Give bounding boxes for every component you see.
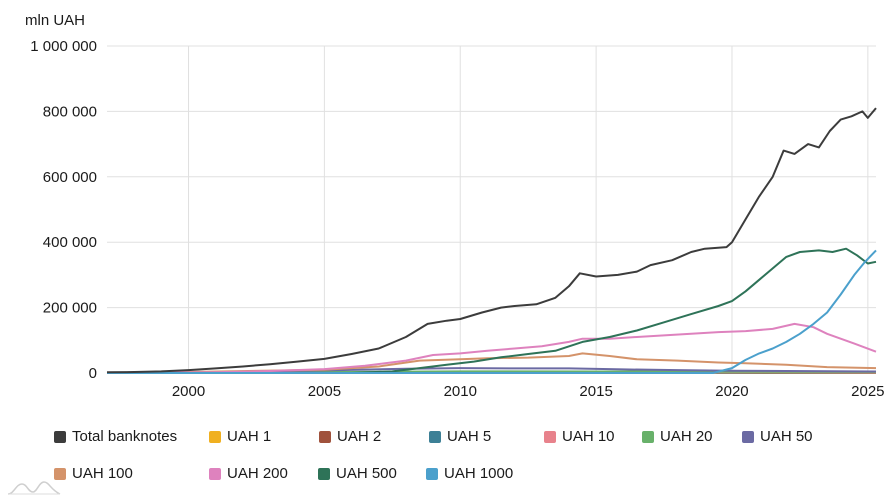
y-tick-label: 800 000 — [43, 103, 97, 120]
legend-swatch — [544, 430, 556, 443]
legend-swatch — [54, 430, 66, 443]
y-tick-label: 0 — [89, 365, 97, 382]
legend-swatch — [319, 430, 331, 443]
legend-label: UAH 10 — [562, 428, 615, 445]
legend-item[interactable]: UAH 5 — [429, 428, 544, 445]
grid-lines — [107, 45, 876, 374]
x-tick-label: 2005 — [308, 383, 341, 400]
y-tick-label: 200 000 — [43, 300, 97, 317]
series-lines — [106, 107, 877, 374]
x-tick-label: 2025 — [851, 383, 884, 400]
chart-legend: Total banknotes UAH 1 UAH 2 UAH 5 UAH 10 UAH … — [54, 418, 884, 492]
legend-swatch — [209, 430, 221, 443]
legend-label: UAH 500 — [336, 465, 397, 482]
legend-swatch — [429, 430, 441, 443]
y-axis-unit-label: mln UAH — [25, 12, 86, 29]
legend-item[interactable]: UAH 10 — [544, 428, 642, 445]
legend-swatch — [54, 467, 66, 480]
legend-swatch — [318, 467, 330, 480]
legend-label: UAH 50 — [760, 428, 813, 445]
x-tick-label: 2015 — [579, 383, 612, 400]
legend-label: UAH 1000 — [444, 465, 514, 482]
legend-row: Total banknotes UAH 1 UAH 2 UAH 5 UAH 10 UAH … — [54, 418, 884, 455]
axis-tick-labels: 0 200 000 400 000 600 000 800 000 1 000 000 20… — [30, 38, 884, 400]
y-tick-label: 1 000 000 — [30, 38, 97, 55]
series-line-uah-100 — [106, 352, 877, 374]
series-line-uah-200 — [106, 322, 877, 374]
legend-swatch — [426, 467, 438, 480]
legend-label: UAH 20 — [660, 428, 713, 445]
series-line-uah-1000 — [107, 249, 877, 374]
legend-item[interactable]: UAH 20 — [642, 428, 742, 445]
legend-swatch — [209, 467, 221, 480]
legend-item[interactable]: UAH 1000 — [426, 465, 536, 482]
series-line-uah-500 — [107, 247, 877, 374]
legend-row: UAH 100 UAH 200 UAH 500 UAH 1000 — [54, 455, 884, 492]
legend-swatch — [642, 430, 654, 443]
legend-label: UAH 2 — [337, 428, 382, 445]
legend-label: UAH 200 — [227, 465, 288, 482]
legend-label: UAH 5 — [447, 428, 492, 445]
y-tick-label: 600 000 — [43, 169, 97, 186]
brand-logo-icon — [7, 481, 61, 495]
legend-label: UAH 100 — [72, 465, 133, 482]
x-tick-label: 2000 — [172, 383, 205, 400]
legend-item[interactable]: UAH 1 — [209, 428, 319, 445]
legend-item[interactable]: UAH 500 — [318, 465, 426, 482]
legend-item[interactable]: UAH 2 — [319, 428, 429, 445]
x-tick-label: 2020 — [715, 383, 748, 400]
legend-item[interactable]: UAH 200 — [209, 465, 318, 482]
legend-item[interactable]: UAH 50 — [742, 428, 822, 445]
x-tick-label: 2010 — [444, 383, 477, 400]
legend-item[interactable]: UAH 100 — [54, 465, 209, 482]
series-line-total-banknotes — [106, 107, 877, 374]
legend-label: UAH 1 — [227, 428, 272, 445]
legend-label: Total banknotes — [72, 428, 178, 445]
legend-swatch — [742, 430, 754, 443]
legend-item[interactable]: Total banknotes — [54, 428, 209, 445]
y-tick-label: 400 000 — [43, 234, 97, 251]
